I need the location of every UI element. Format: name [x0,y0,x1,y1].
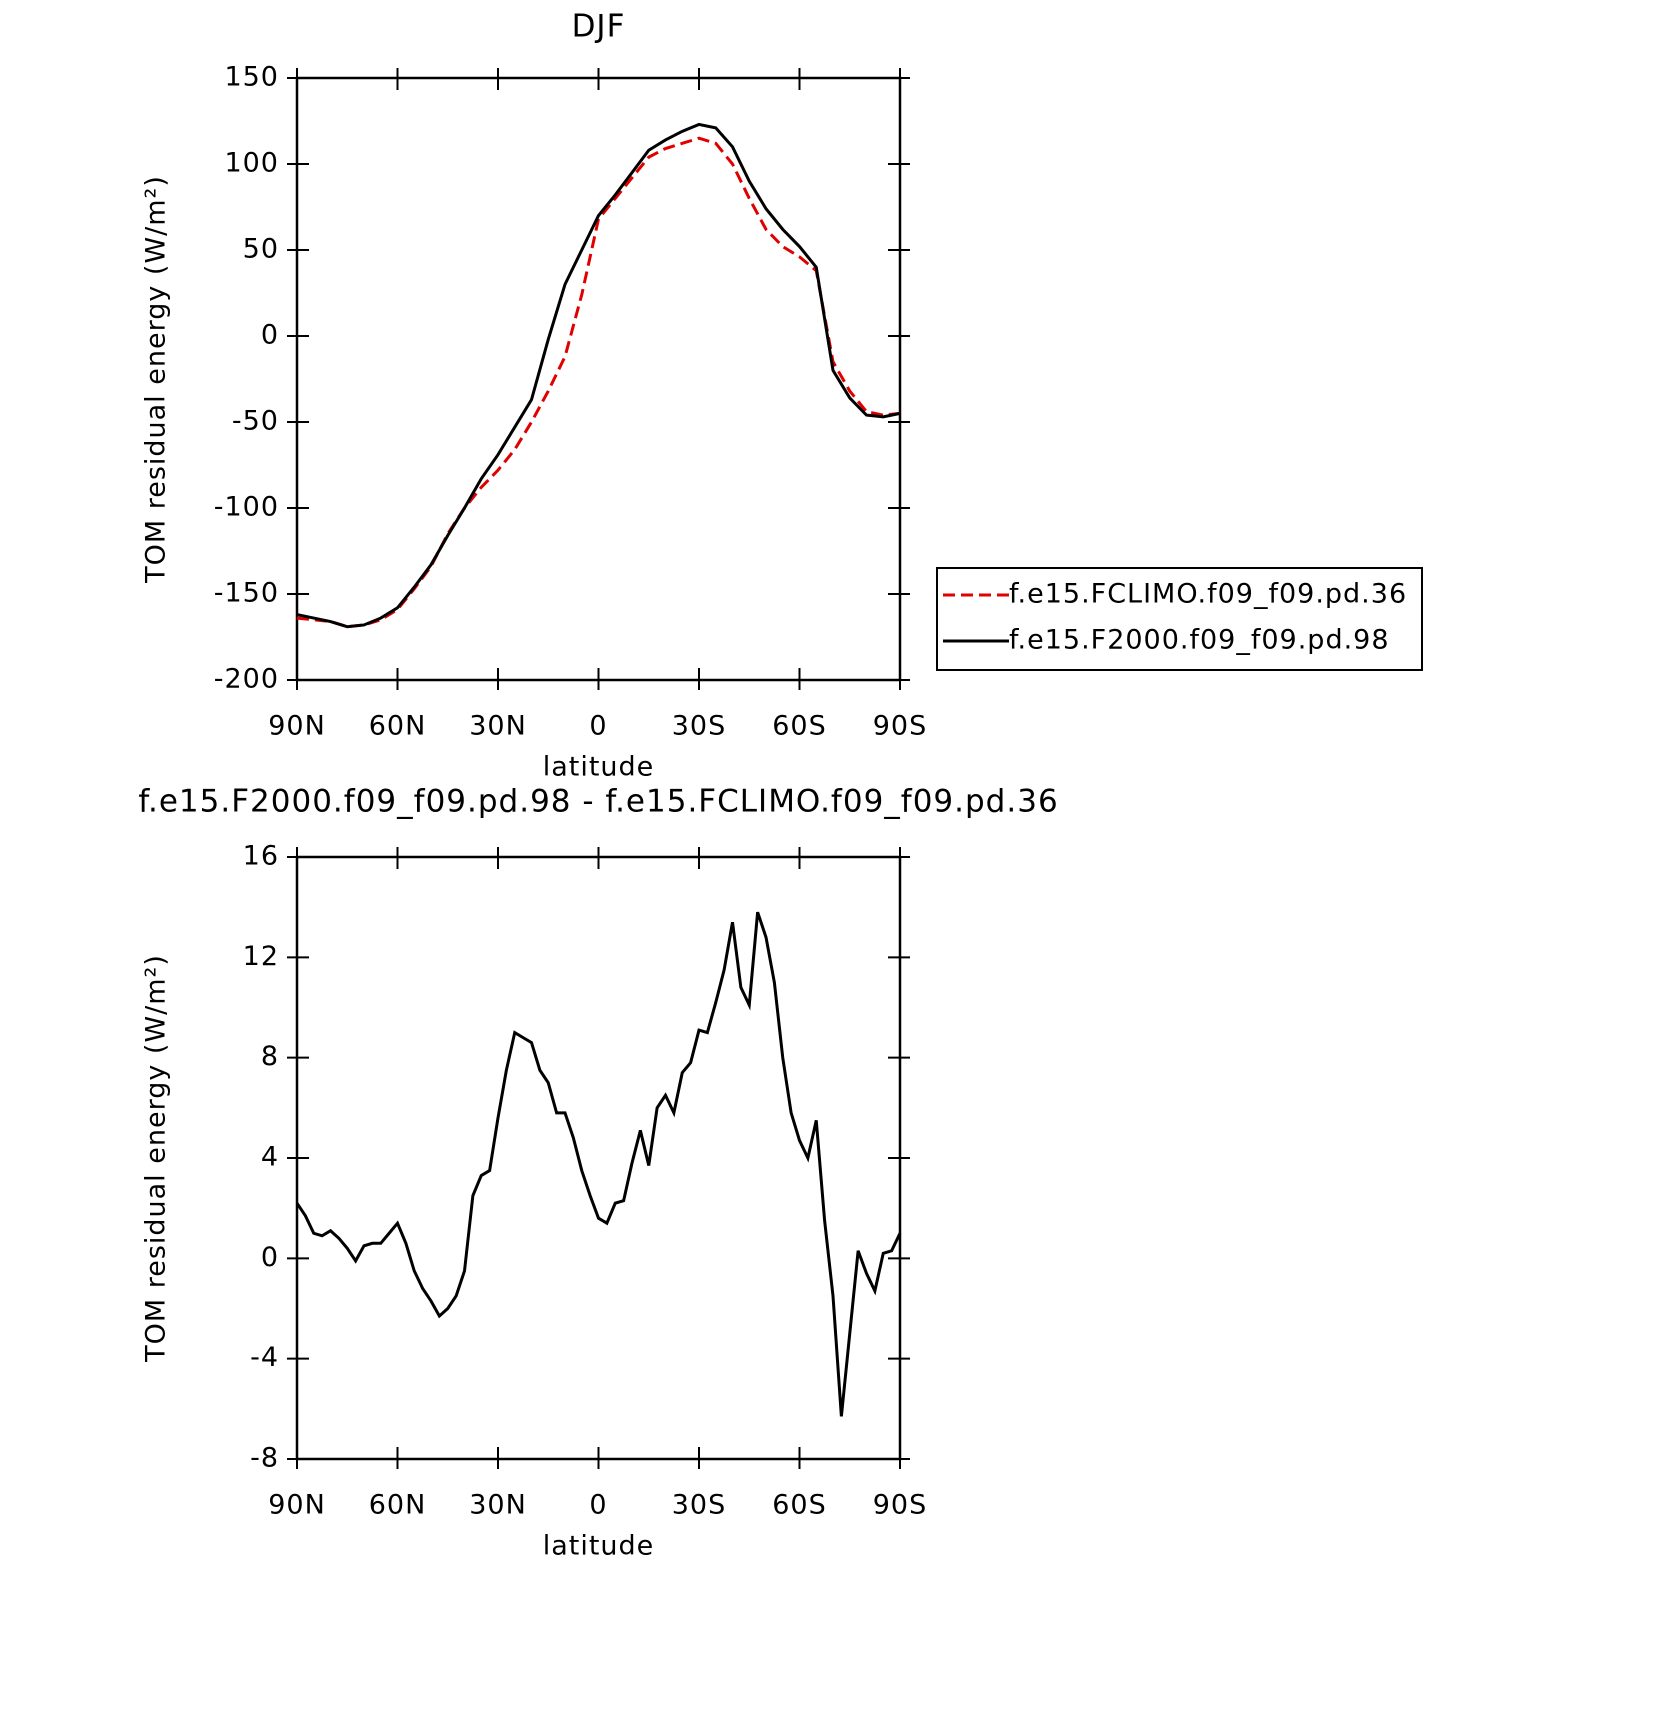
x-tick-label: 60N [369,711,427,742]
x-tick-label: 0 [589,711,607,742]
x-tick-label: 90S [873,1490,928,1521]
y-tick-label: 150 [224,62,279,93]
x-tick-label: 30N [469,711,527,742]
x-tick-label: 90N [268,1490,326,1521]
y-tick-label: -4 [250,1342,279,1373]
y-axis-label: TOM residual energy (W/m²) [141,175,172,584]
y-tick-label: 16 [243,841,279,872]
y-tick-label: -200 [214,664,279,695]
y-tick-label: 50 [243,234,279,265]
x-tick-label: 60N [369,1490,427,1521]
x-tick-label: 30S [672,1490,727,1521]
y-tick-label: 0 [261,1242,279,1273]
y-tick-label: 100 [224,148,279,179]
x-tick-label: 0 [589,1490,607,1521]
y-axis-label: TOM residual energy (W/m²) [141,954,172,1363]
plot-frame [295,855,902,1461]
y-tick-label: 8 [261,1041,279,1072]
x-tick-label: 60S [772,711,827,742]
y-tick-label: 4 [261,1142,279,1173]
data-line [296,136,901,629]
x-axis-label: latitude [543,1531,655,1562]
x-axis-label: latitude [543,752,655,783]
plot-frame [295,76,902,682]
y-tick-label: 0 [261,320,279,351]
x-tick-label: 60S [772,1490,827,1521]
y-tick-label: -50 [232,406,279,437]
chart-title: f.e15.F2000.f09_f09.pd.98 - f.e15.FCLIMO… [138,784,1058,820]
x-tick-label: 90S [873,711,928,742]
y-tick-label: -8 [250,1443,279,1474]
y-tick-label: 12 [243,941,279,972]
legend-label: f.e15.FCLIMO.f09_f09.pd.36 [1009,579,1407,610]
x-tick-label: 30N [469,1490,527,1521]
y-tick-label: -100 [214,492,279,523]
y-tick-label: -150 [214,578,279,609]
x-tick-label: 30S [672,711,727,742]
legend-label: f.e15.F2000.f09_f09.pd.98 [1009,625,1390,656]
legend-box [936,567,1423,671]
data-line [295,911,902,1417]
x-tick-label: 90N [268,711,326,742]
chart-title: DJF [572,9,626,45]
data-line [296,122,901,629]
